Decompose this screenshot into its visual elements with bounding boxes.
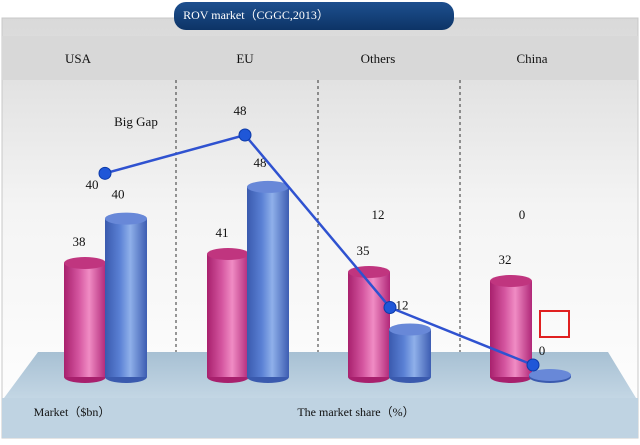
highlight-box (539, 310, 570, 338)
market-bar-usa-top (64, 257, 106, 269)
market-bar-usa-body (64, 263, 106, 377)
market-bar-eu-top (207, 248, 249, 260)
share-bar-usa (105, 212, 147, 383)
market-bar-others-body (348, 272, 390, 377)
share-value-label-eu: 48 (254, 155, 267, 170)
market-bar-china (490, 275, 532, 383)
market-bar-eu-body (207, 254, 249, 377)
share-bar-eu-top (247, 180, 289, 193)
line-marker-usa (98, 166, 112, 180)
top-label-usa: 40 (86, 177, 99, 192)
line-marker-eu (238, 128, 252, 142)
title-box (174, 2, 454, 30)
share-bar-china (529, 369, 571, 383)
share-trend-line (104, 133, 534, 367)
category-label-china: China (516, 51, 547, 66)
legend-share: The market share（%） (297, 405, 414, 419)
share-line-layer (98, 128, 540, 372)
share-bar-usa-body (105, 218, 147, 377)
market-bar-others (348, 266, 390, 383)
bar-group: 38 41 35 32 40 48 12 0 (64, 155, 571, 383)
market-bar-eu (207, 248, 249, 383)
market-value-label-usa: 38 (73, 234, 86, 249)
top-label-others: 12 (372, 207, 385, 222)
share-bar-usa-top (105, 212, 147, 225)
category-label-others: Others (361, 51, 396, 66)
share-bar-others-body (389, 329, 431, 377)
share-value-label-usa: 40 (112, 187, 125, 202)
share-bar-eu (247, 180, 289, 383)
share-value-label-others: 12 (396, 297, 409, 312)
market-bar-others-top (348, 266, 390, 278)
share-bar-others (389, 323, 431, 383)
share-value-label-china: 0 (539, 343, 546, 358)
chart-floor (4, 352, 636, 398)
top-label-china: 0 (519, 207, 526, 222)
category-label-eu: EU (236, 51, 254, 66)
share-bar-others-top (389, 323, 431, 336)
market-value-label-others: 35 (357, 243, 370, 258)
chart-title: ROV market（CGGC,2013） (183, 8, 329, 22)
market-value-label-eu: 41 (216, 225, 229, 240)
line-marker-others (383, 301, 397, 314)
category-label-usa: USA (65, 51, 92, 66)
line-marker-china (526, 358, 540, 372)
legend-market: Market（$bn） (34, 405, 111, 419)
share-bar-china-top (529, 369, 571, 381)
legend-band (2, 398, 638, 438)
market-value-label-china: 32 (499, 252, 512, 267)
top-label-eu: 48 (234, 103, 247, 118)
market-bar-usa (64, 257, 106, 383)
category-header-band (2, 36, 638, 80)
share-bar-eu-body (247, 186, 289, 377)
market-bar-china-top (490, 275, 532, 287)
annotation-big-gap: Big Gap (114, 114, 158, 129)
